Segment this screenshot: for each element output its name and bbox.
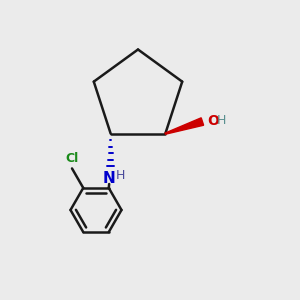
Text: H: H (217, 114, 226, 128)
Text: Cl: Cl (65, 152, 79, 165)
Text: N: N (103, 170, 116, 185)
Text: O: O (208, 114, 219, 128)
Polygon shape (165, 118, 204, 134)
Text: H: H (116, 169, 125, 182)
